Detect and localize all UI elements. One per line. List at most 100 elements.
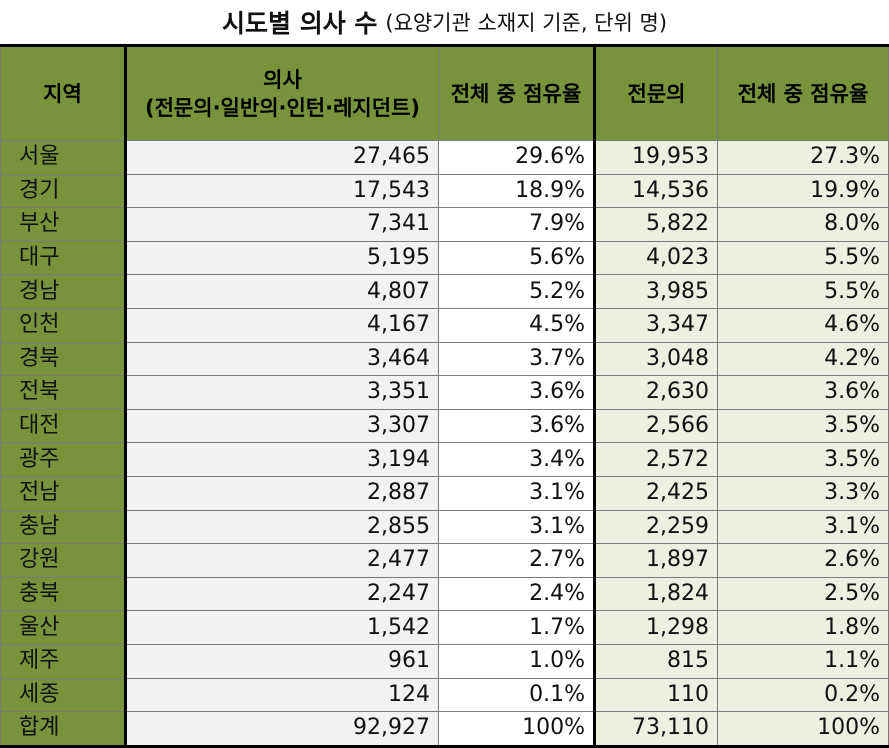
cell-share-all: 4.5% — [438, 307, 596, 343]
cell-share-specialists: 3.6% — [717, 375, 889, 410]
cell-specialists: 2,566 — [594, 408, 718, 444]
header-share-specialists: 전체 중 점유율 — [717, 44, 889, 141]
table-row: 서울 27,465 29.6% 19,953 27.3% — [0, 140, 889, 175]
cell-specialists: 4,023 — [594, 240, 718, 276]
header-share-all: 전체 중 점유율 — [438, 44, 596, 141]
cell-share-specialists: 1.1% — [717, 643, 889, 679]
cell-share-all: 29.6% — [438, 140, 596, 175]
cell-region: 전북 — [0, 375, 126, 410]
cell-share-specialists: 3.5% — [717, 408, 889, 444]
table-row: 충남 2,855 3.1% 2,259 3.1% — [0, 509, 889, 545]
table-row: 경기 17,543 18.9% 14,536 19.9% — [0, 173, 889, 209]
cell-share-all: 3.6% — [438, 375, 596, 410]
cell-region: 합계 — [0, 711, 126, 748]
cell-share-all: 1.7% — [438, 610, 596, 645]
cell-specialists: 2,259 — [594, 509, 718, 545]
cell-share-all: 3.1% — [438, 475, 596, 511]
cell-specialists: 110 — [594, 677, 718, 713]
table-row: 대구 5,195 5.6% 4,023 5.5% — [0, 240, 889, 276]
cell-doctors: 4,807 — [124, 274, 439, 309]
cell-share-all: 3.6% — [438, 408, 596, 444]
cell-share-specialists: 4.2% — [717, 341, 889, 377]
cell-doctors: 17,543 — [124, 173, 439, 209]
cell-share-specialists: 3.3% — [717, 475, 889, 511]
table-row: 인천 4,167 4.5% 3,347 4.6% — [0, 307, 889, 343]
table-row: 세종 124 0.1% 110 0.2% — [0, 677, 889, 713]
header-row: 지역 의사 (전문의·일반의·인턴·레지던트) 전체 중 점유율 전문의 전체 … — [0, 44, 889, 141]
table-row: 광주 3,194 3.4% 2,572 3.5% — [0, 442, 889, 477]
cell-doctors: 3,194 — [124, 442, 439, 477]
cell-share-all: 3.4% — [438, 442, 596, 477]
cell-doctors: 1,542 — [124, 610, 439, 645]
cell-share-all: 100% — [438, 711, 596, 748]
cell-region: 세종 — [0, 677, 126, 713]
cell-specialists: 3,985 — [594, 274, 718, 309]
cell-region: 충북 — [0, 576, 126, 612]
table-row: 부산 7,341 7.9% 5,822 8.0% — [0, 207, 889, 242]
cell-share-specialists: 19.9% — [717, 173, 889, 209]
cell-doctors: 3,351 — [124, 375, 439, 410]
cell-specialists: 14,536 — [594, 173, 718, 209]
header-region: 지역 — [0, 44, 126, 141]
header-specialists: 전문의 — [594, 44, 718, 141]
cell-share-all: 18.9% — [438, 173, 596, 209]
table-row: 제주 961 1.0% 815 1.1% — [0, 643, 889, 679]
cell-share-specialists: 8.0% — [717, 207, 889, 242]
cell-doctors: 5,195 — [124, 240, 439, 276]
cell-share-all: 2.4% — [438, 576, 596, 612]
cell-doctors: 2,247 — [124, 576, 439, 612]
table-row: 강원 2,477 2.7% 1,897 2.6% — [0, 543, 889, 578]
cell-specialists: 3,347 — [594, 307, 718, 343]
cell-share-specialists: 27.3% — [717, 140, 889, 175]
cell-share-all: 3.7% — [438, 341, 596, 377]
table-row: 합계 92,927 100% 73,110 100% — [0, 711, 889, 748]
cell-share-specialists: 3.5% — [717, 442, 889, 477]
cell-doctors: 2,855 — [124, 509, 439, 545]
header-doctors-line1: 의사 — [263, 67, 302, 92]
cell-doctors: 124 — [124, 677, 439, 713]
cell-share-specialists: 2.6% — [717, 543, 889, 578]
cell-specialists: 1,897 — [594, 543, 718, 578]
cell-share-specialists: 0.2% — [717, 677, 889, 713]
cell-region: 경북 — [0, 341, 126, 377]
table-row: 경남 4,807 5.2% 3,985 5.5% — [0, 274, 889, 309]
cell-share-all: 0.1% — [438, 677, 596, 713]
table-row: 경북 3,464 3.7% 3,048 4.2% — [0, 341, 889, 377]
table-header: 지역 의사 (전문의·일반의·인턴·레지던트) 전체 중 점유율 전문의 전체 … — [0, 44, 889, 141]
cell-specialists: 73,110 — [594, 711, 718, 748]
cell-share-all: 2.7% — [438, 543, 596, 578]
cell-region: 대구 — [0, 240, 126, 276]
cell-doctors: 961 — [124, 643, 439, 679]
cell-share-specialists: 5.5% — [717, 240, 889, 276]
title-main: 시도별 의사 수 — [221, 9, 378, 38]
cell-share-specialists: 2.5% — [717, 576, 889, 612]
cell-share-specialists: 4.6% — [717, 307, 889, 343]
header-doctors-line2: (전문의·일반의·인턴·레지던트) — [145, 95, 420, 120]
cell-share-specialists: 1.8% — [717, 610, 889, 645]
cell-specialists: 2,630 — [594, 375, 718, 410]
cell-share-specialists: 5.5% — [717, 274, 889, 309]
doctors-by-region-table: 지역 의사 (전문의·일반의·인턴·레지던트) 전체 중 점유율 전문의 전체 … — [0, 44, 889, 748]
cell-specialists: 2,572 — [594, 442, 718, 477]
table-row: 울산 1,542 1.7% 1,298 1.8% — [0, 610, 889, 645]
cell-region: 충남 — [0, 509, 126, 545]
cell-doctors: 2,477 — [124, 543, 439, 578]
table-row: 전남 2,887 3.1% 2,425 3.3% — [0, 475, 889, 511]
table-title: 시도별 의사 수 (요양기관 소재지 기준, 단위 명) — [0, 0, 889, 44]
cell-region: 제주 — [0, 643, 126, 679]
cell-doctors: 2,887 — [124, 475, 439, 511]
cell-region: 인천 — [0, 307, 126, 343]
table-row: 전북 3,351 3.6% 2,630 3.6% — [0, 375, 889, 410]
cell-share-specialists: 100% — [717, 711, 889, 748]
title-subtitle: (요양기관 소재지 기준, 단위 명) — [385, 11, 668, 35]
cell-region: 전남 — [0, 475, 126, 511]
cell-share-all: 3.1% — [438, 509, 596, 545]
cell-doctors: 4,167 — [124, 307, 439, 343]
cell-share-all: 1.0% — [438, 643, 596, 679]
cell-specialists: 3,048 — [594, 341, 718, 377]
cell-specialists: 1,824 — [594, 576, 718, 612]
cell-region: 울산 — [0, 610, 126, 645]
header-doctors: 의사 (전문의·일반의·인턴·레지던트) — [124, 44, 439, 141]
table-row: 충북 2,247 2.4% 1,824 2.5% — [0, 576, 889, 612]
cell-specialists: 5,822 — [594, 207, 718, 242]
